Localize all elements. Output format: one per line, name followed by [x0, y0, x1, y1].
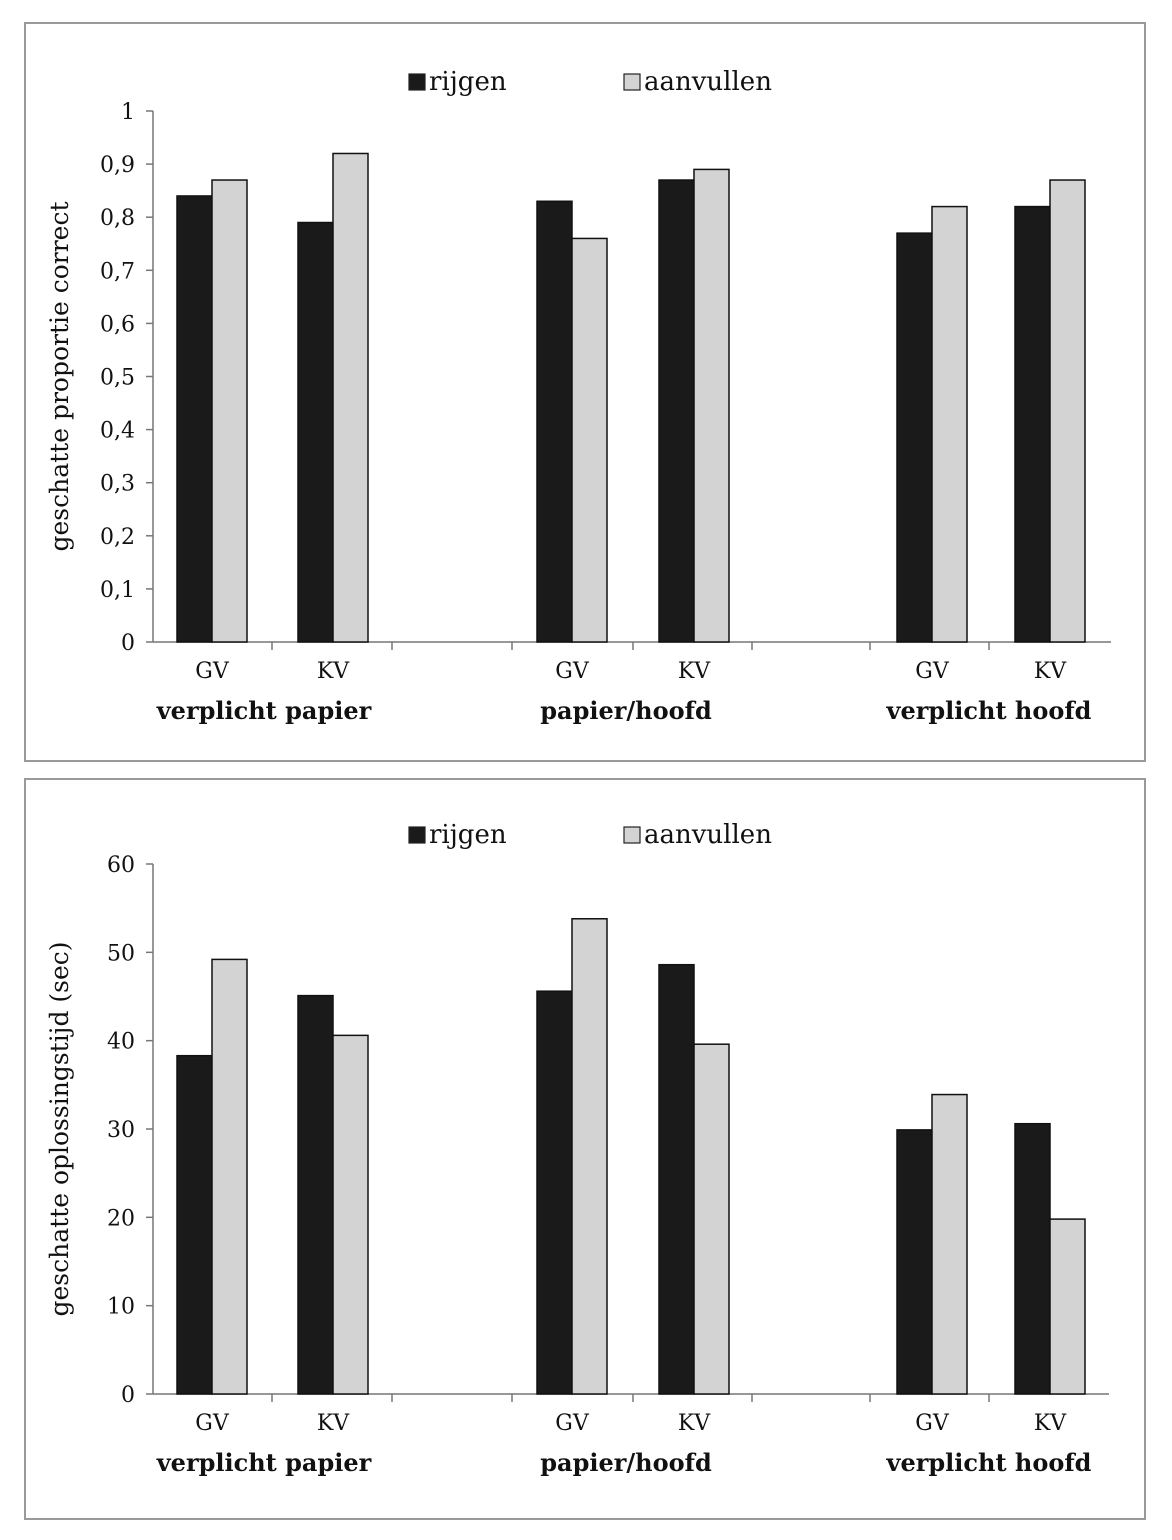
group-label: verplicht papier — [156, 1448, 372, 1477]
group-label: verplicht hoofd — [886, 696, 1092, 725]
bar-aanvullen-0 — [211, 958, 248, 1395]
bar-aanvullen-4 — [931, 205, 968, 643]
y-tick-label: 10 — [107, 1295, 135, 1320]
x-category-label: KV — [678, 1411, 711, 1436]
y-tick-label: 1 — [121, 100, 135, 125]
legend-swatch-rijgen — [408, 73, 426, 91]
legend-swatch-aanvullen — [623, 826, 641, 844]
y-tick-label: 30 — [107, 1118, 135, 1143]
legend-label-rijgen: rijgen — [429, 820, 507, 850]
x-category-label: GV — [915, 659, 950, 684]
bar-aanvullen-1 — [332, 152, 369, 643]
bar-rijgen-0 — [176, 195, 213, 643]
legend-label-aanvullen: aanvullen — [644, 820, 772, 850]
bar-rijgen-5 — [1014, 205, 1051, 643]
bar-aanvullen-4 — [931, 1093, 968, 1395]
x-category-label: KV — [1034, 1411, 1067, 1436]
y-tick-label: 20 — [107, 1206, 135, 1231]
bar-rijgen-5 — [1014, 1122, 1051, 1395]
y-tick-label: 0,3 — [100, 472, 135, 497]
x-category-label: GV — [195, 659, 230, 684]
legend-swatch-rijgen — [408, 826, 426, 844]
x-category-label: GV — [555, 1411, 590, 1436]
group-label: papier/hoofd — [540, 696, 712, 725]
bar-rijgen-3 — [658, 963, 695, 1395]
x-category-label: KV — [317, 659, 350, 684]
bar-aanvullen-5 — [1049, 1218, 1086, 1395]
legend-label-rijgen: rijgen — [429, 67, 507, 97]
group-label: papier/hoofd — [540, 1448, 712, 1477]
y-tick-label: 0,7 — [100, 259, 135, 284]
bar-aanvullen-3 — [693, 1043, 730, 1395]
bar-rijgen-4 — [896, 1129, 933, 1395]
bar-aanvullen-2 — [571, 918, 608, 1395]
y-tick-label: 0,4 — [100, 419, 135, 444]
x-category-label: GV — [555, 659, 590, 684]
bar-aanvullen-0 — [211, 179, 248, 643]
y-tick-label: 0,5 — [100, 366, 135, 391]
bar-rijgen-1 — [297, 994, 334, 1395]
bar-rijgen-1 — [297, 221, 334, 643]
bar-rijgen-4 — [896, 232, 933, 643]
y-tick-label: 40 — [107, 1030, 135, 1055]
x-category-label: KV — [317, 1411, 350, 1436]
bar-rijgen-2 — [536, 990, 573, 1395]
y-tick-label: 0,2 — [100, 525, 135, 550]
bar-aanvullen-3 — [693, 168, 730, 643]
y-axis-title: geschatte proportie correct — [45, 201, 74, 551]
x-category-label: KV — [1034, 659, 1067, 684]
bar-rijgen-0 — [176, 1054, 213, 1395]
bar-rijgen-2 — [536, 200, 573, 643]
y-tick-label: 0,9 — [100, 153, 135, 178]
y-tick-label: 0,8 — [100, 206, 135, 231]
y-axis-title: geschatte oplossingstijd (sec) — [45, 941, 74, 1316]
y-tick-label: 0 — [121, 631, 135, 656]
group-label: verplicht papier — [156, 696, 372, 725]
y-tick-label: 0,1 — [100, 578, 135, 603]
legend-swatch-aanvullen — [623, 73, 641, 91]
legend-label-aanvullen: aanvullen — [644, 67, 772, 97]
x-category-label: GV — [915, 1411, 950, 1436]
x-category-label: KV — [678, 659, 711, 684]
chart-panel-time: rijgen aanvullen 0 10 20 30 40 50 60 GV KV GV KV GV KV… — [24, 778, 1146, 1520]
x-category-label: GV — [195, 1411, 230, 1436]
y-tick-label: 60 — [107, 853, 135, 878]
proportion-chart: rijgen aanvullen 0 0,1 0,2 0,3 0,4 0,5 0,6 0,7 0,8… — [45, 67, 1111, 725]
bar-aanvullen-2 — [571, 237, 608, 643]
y-tick-label: 0,6 — [100, 312, 135, 337]
bar-rijgen-3 — [658, 179, 695, 643]
y-tick-label: 50 — [107, 941, 135, 966]
y-tick-label: 0 — [121, 1383, 135, 1408]
bar-aanvullen-5 — [1049, 179, 1086, 643]
bar-aanvullen-1 — [332, 1034, 369, 1395]
group-label: verplicht hoofd — [886, 1448, 1092, 1477]
time-chart: rijgen aanvullen 0 10 20 30 40 50 60 GV KV GV KV GV KV… — [45, 820, 1109, 1477]
chart-panel-proportion: rijgen aanvullen 0 0,1 0,2 0,3 0,4 0,5 0,6 0,7 0,8… — [24, 22, 1146, 762]
